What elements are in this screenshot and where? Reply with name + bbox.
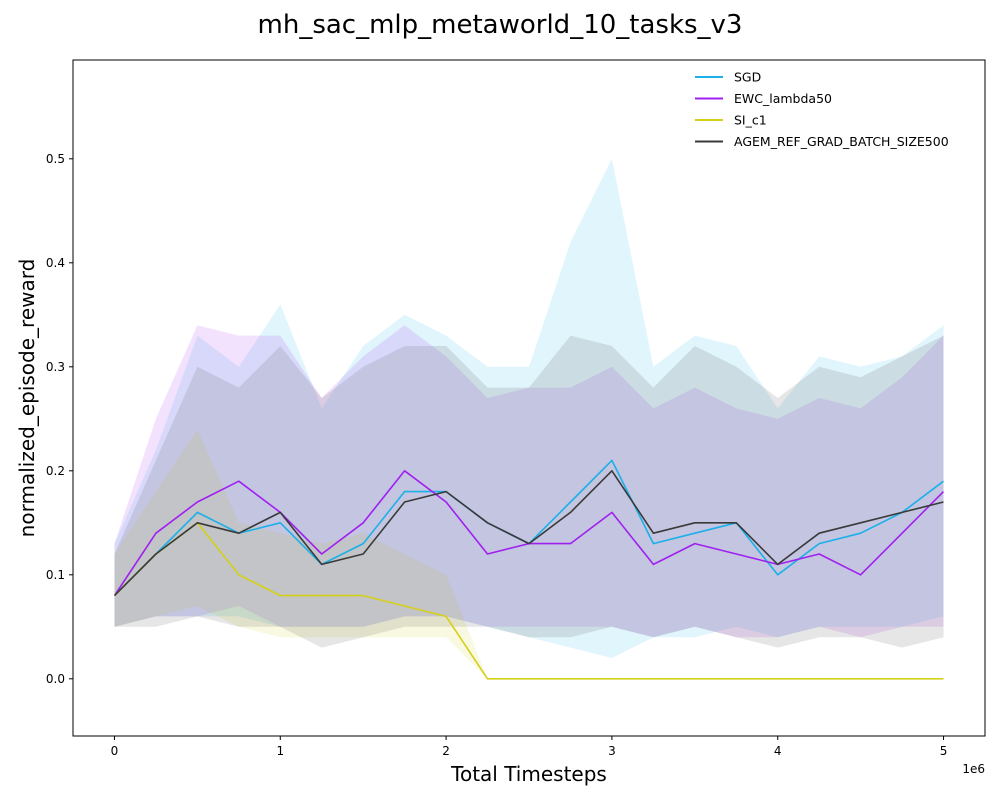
band-0 — [114, 158, 944, 659]
x-tick-label: 0 — [111, 744, 119, 758]
plot-frame — [72, 59, 986, 737]
x-axis-label: Total Timesteps — [450, 762, 607, 786]
band-3 — [114, 335, 944, 648]
band-1 — [114, 325, 944, 638]
x-tick-label: 4 — [774, 744, 782, 758]
x-tick-label: 1 — [276, 744, 284, 758]
confidence-bands — [114, 158, 944, 679]
legend: SGD EWC_lambda50 SI_c1 AGEM_REF_GRAD_BATCH_… — [695, 70, 949, 149]
legend-label: EWC_lambda50 — [734, 91, 832, 106]
series-line-3 — [113, 469, 944, 597]
y-tick-label: 0.2 — [46, 464, 65, 478]
x-tick-label: 3 — [608, 744, 616, 758]
y-tick-label: 0.4 — [46, 256, 65, 270]
y-tick-label: 0.3 — [46, 360, 65, 374]
chart-title: mh_sac_mlp_metaworld_10_tasks_v3 — [258, 10, 743, 40]
series-line-2 — [113, 521, 944, 680]
band-2 — [114, 429, 944, 679]
legend-label: SI_c1 — [734, 113, 767, 128]
x-tick-label: 5 — [940, 744, 948, 758]
y-tick-label: 0.5 — [46, 152, 65, 166]
legend-label: SGD — [734, 70, 761, 85]
x-axis: 0 1 2 3 4 5 — [111, 736, 948, 758]
x-tick-label: 2 — [442, 744, 450, 758]
series-lines — [113, 459, 945, 680]
y-tick-label: 0.0 — [46, 672, 65, 686]
y-axis-label: normalized_episode_reward — [15, 259, 39, 538]
y-axis: 0.0 0.1 0.2 0.3 0.4 0.5 — [46, 152, 73, 686]
x-offset-label: 1e6 — [962, 762, 985, 776]
legend-label: AGEM_REF_GRAD_BATCH_SIZE500 — [734, 134, 949, 149]
y-tick-label: 0.1 — [46, 568, 65, 582]
